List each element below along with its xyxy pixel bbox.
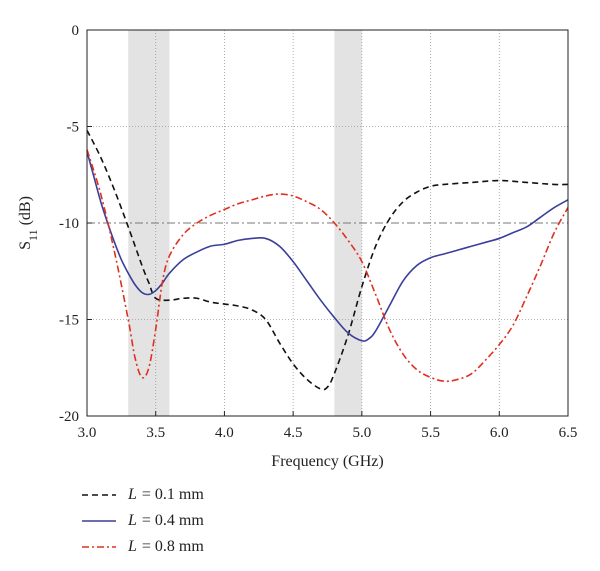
x-tick-label: 6.5 [559,425,578,441]
legend-swatch-dashdot [82,546,116,548]
legend-item-2: L = 0.8 mm [82,534,204,560]
y-axis-label-unit: (dB) [17,196,34,229]
series-lines [86,129,569,391]
y-tick-label: -20 [59,409,79,425]
x-tick-label: 4.5 [284,425,303,441]
legend-var: L [128,538,137,555]
legend-swatch-dashed [82,494,116,496]
s11-chart: 3.0 3.5 4.0 4.5 5.0 5.5 6.0 6.5 0 -5 -10 -15 -20 Fr… [17,23,578,470]
y-tick-label: -10 [59,216,79,232]
legend-text: = 0.4 mm [141,512,204,529]
series-line-2 [86,149,569,383]
legend-text: = 0.1 mm [141,486,204,503]
x-tick-label: 3.5 [146,425,165,441]
y-ticks: 0 -5 -10 -15 -20 [59,23,92,425]
y-tick-label: -5 [67,120,80,136]
x-tick-label: 4.0 [215,425,234,441]
x-tick-label: 5.0 [352,425,371,441]
legend-var: L [128,512,137,529]
series-line-0 [86,129,569,391]
y-axis-label: S11 (dB) [17,196,40,250]
y-axis-label-main: S [17,241,34,250]
legend: L = 0.1 mm L = 0.4 mm L = 0.8 mm [82,482,204,560]
legend-text: = 0.8 mm [141,538,204,555]
series-line-1 [86,151,569,342]
x-axis-label: Frequency (GHz) [271,453,383,470]
legend-var: L [128,486,137,503]
legend-item-1: L = 0.4 mm [82,508,204,534]
y-tick-label: 0 [72,23,80,39]
y-axis-label-sub: 11 [26,229,40,241]
x-tick-label: 3.0 [78,425,97,441]
legend-item-0: L = 0.1 mm [82,482,204,508]
x-tick-label: 5.5 [421,425,440,441]
legend-swatch-solid [82,520,116,522]
x-ticks: 3.0 3.5 4.0 4.5 5.0 5.5 6.0 6.5 [78,411,578,441]
x-tick-label: 6.0 [490,425,509,441]
y-tick-label: -15 [59,313,79,329]
